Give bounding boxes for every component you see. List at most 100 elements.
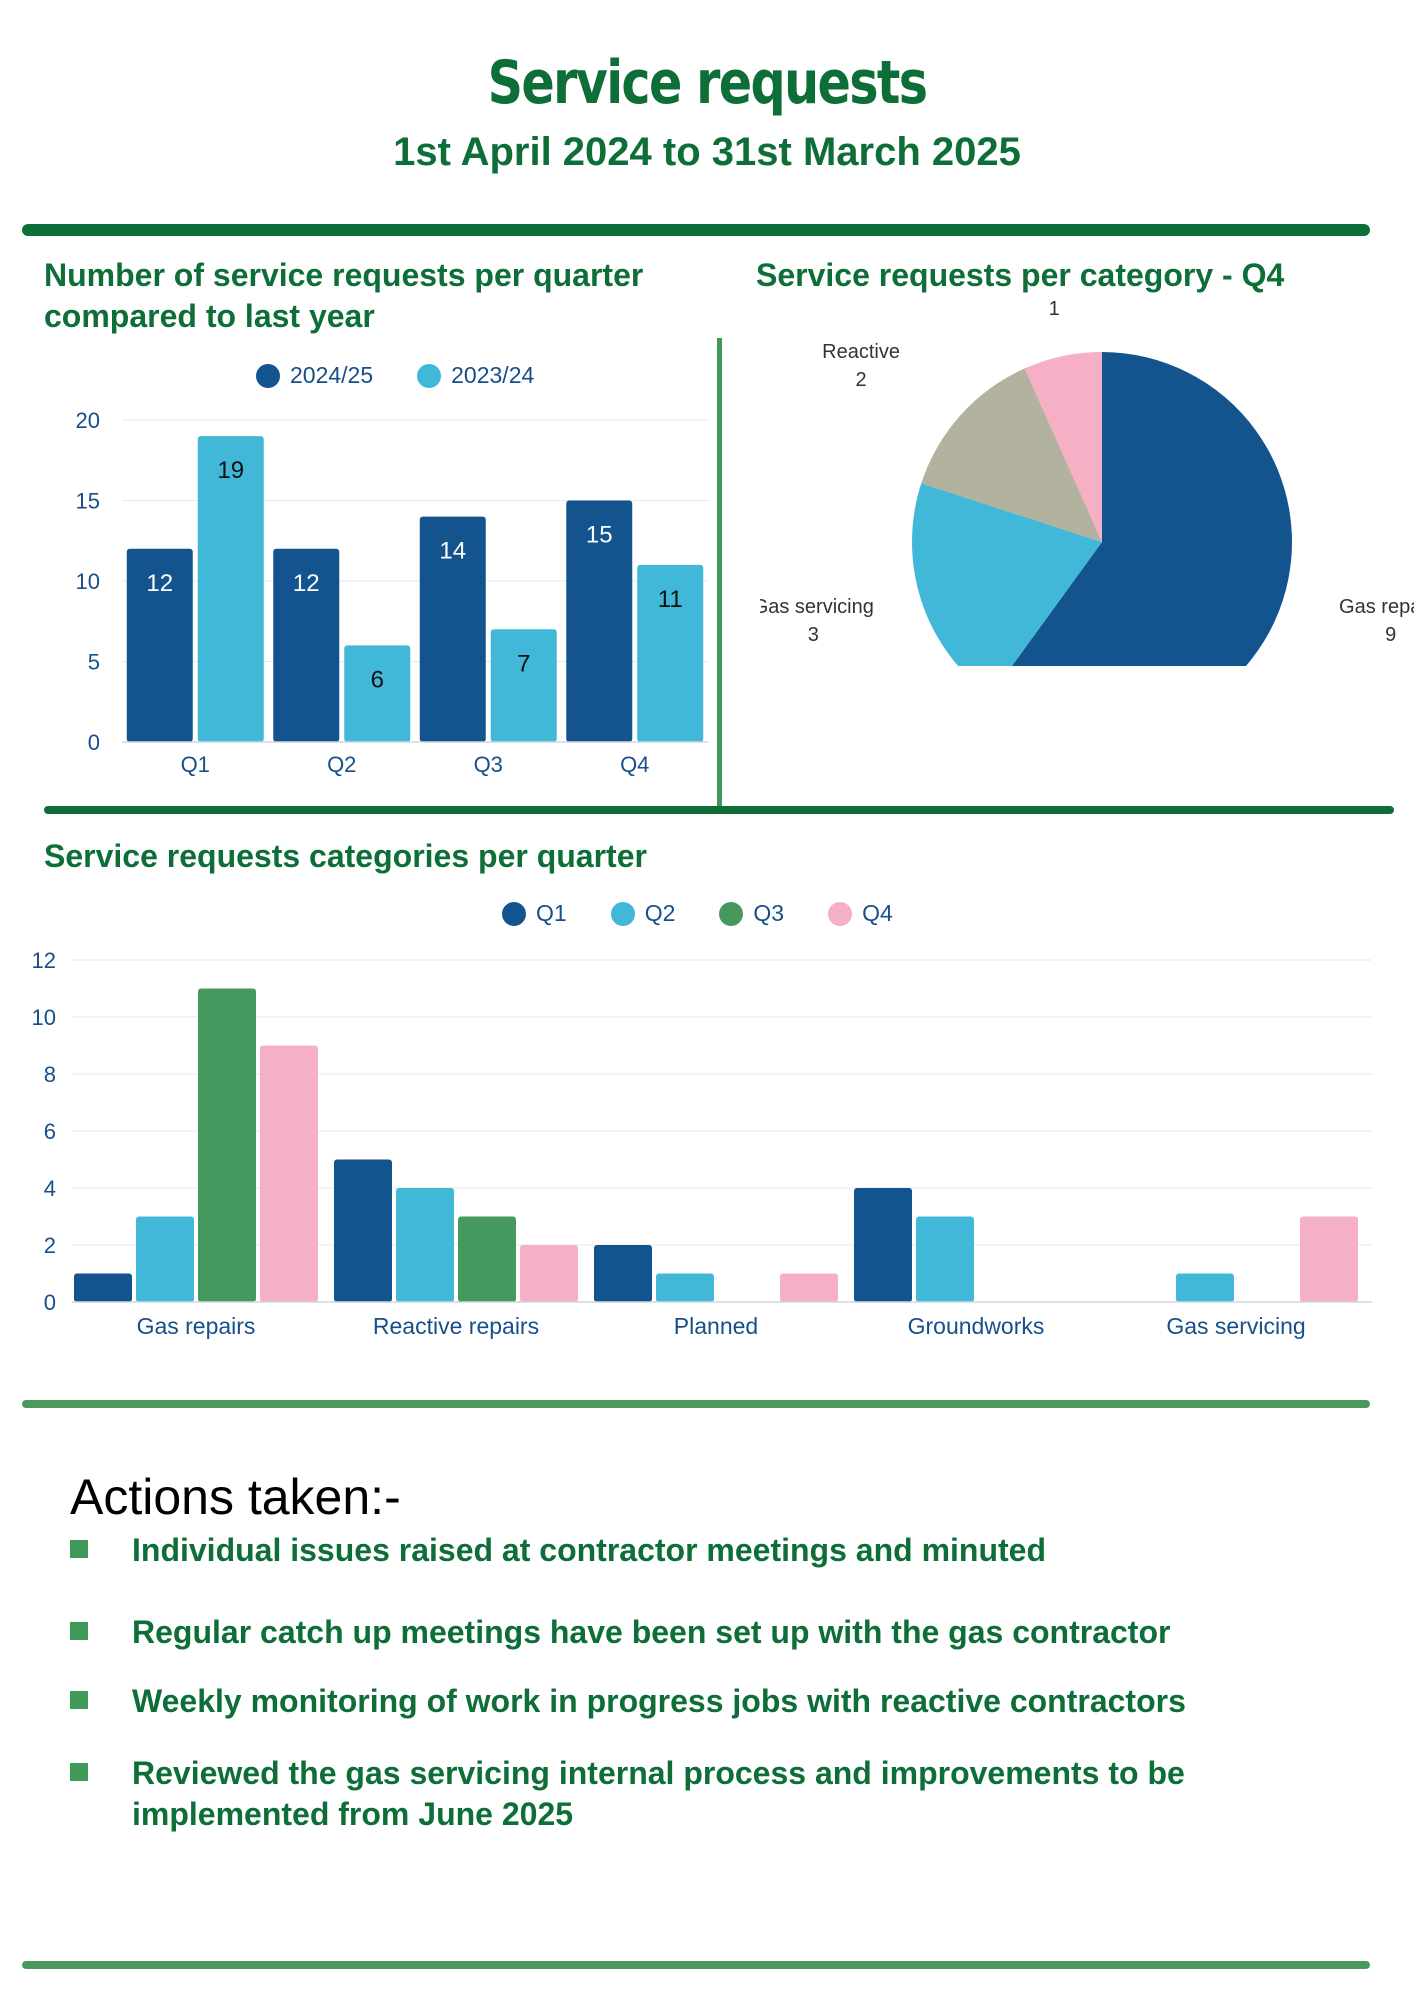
y-tick-label: 10 [32, 1005, 56, 1030]
middle-divider [44, 806, 1394, 814]
y-tick-label: 4 [44, 1176, 56, 1201]
legend-swatch [256, 363, 280, 388]
legend-label: Q3 [753, 900, 785, 926]
bar [854, 1188, 912, 1302]
y-tick-label: 0 [44, 1290, 56, 1315]
bar-data-label: 12 [146, 570, 173, 597]
action-text: Reviewed the gas servicing internal proc… [132, 1755, 1185, 1832]
x-tick-label: Groundworks [908, 1313, 1045, 1339]
action-text: Regular catch up meetings have been set … [132, 1614, 1171, 1650]
x-tick-label: Q3 [474, 752, 503, 777]
bar [490, 629, 557, 742]
bar [126, 548, 193, 742]
legend-swatch [610, 901, 635, 926]
pie-slice-value: 2 [856, 369, 867, 391]
header-divider [22, 224, 1370, 236]
x-tick-label: Planned [674, 1313, 758, 1339]
bar [334, 1159, 392, 1302]
bar [458, 1216, 516, 1302]
bar [198, 988, 256, 1302]
legend-label: 2024/25 [290, 362, 374, 388]
y-tick-label: 6 [44, 1119, 56, 1144]
legend-label: Q1 [536, 900, 567, 926]
legend-item: Q1 [502, 900, 567, 927]
action-item: Weekly monitoring of work in progress jo… [70, 1681, 1370, 1771]
bar [396, 1188, 454, 1302]
y-tick-label: 2 [44, 1233, 56, 1258]
page-title: Service requests [487, 48, 928, 118]
bar [136, 1216, 194, 1302]
square-bullet-icon [70, 1622, 88, 1640]
y-tick-label: 0 [88, 730, 100, 755]
pie-slice-label: Gas repairs [1339, 596, 1414, 618]
bar [566, 500, 633, 742]
action-text: Individual issues raised at contractor m… [132, 1532, 1046, 1568]
bar [273, 548, 340, 742]
bar [916, 1216, 974, 1302]
pie-chart-title: Service requests per category - Q4 [756, 257, 1285, 293]
x-tick-label: Q4 [620, 752, 649, 777]
y-tick-label: 12 [32, 948, 56, 973]
legend-item: 2023/24 [417, 362, 534, 389]
footer-divider [22, 1961, 1370, 1969]
action-item: Individual issues raised at contractor m… [70, 1530, 1370, 1620]
categories-chart-title: Service requests categories per quarter [44, 838, 647, 874]
square-bullet-icon [70, 1540, 88, 1558]
legend-label: Q4 [862, 900, 893, 926]
action-item: Reviewed the gas servicing internal proc… [70, 1753, 1370, 1843]
y-tick-label: 8 [44, 1062, 56, 1087]
legend-swatch [417, 363, 442, 388]
legend-item: Q2 [610, 900, 675, 927]
bar [520, 1245, 578, 1302]
bar [74, 1273, 132, 1302]
legend-swatch [719, 901, 744, 926]
quarterly-chart-legend: 2024/25 2023/24 [256, 362, 578, 389]
y-tick-label: 5 [88, 650, 100, 675]
bar-data-label: 11 [658, 586, 683, 613]
legend-item: 2024/25 [256, 362, 373, 389]
categories-chart-legend: Q1 Q2 Q3 Q4 [502, 900, 937, 927]
bar [419, 516, 486, 742]
pie-slice [1011, 352, 1292, 666]
bar-data-label: 15 [586, 522, 613, 549]
bar [197, 436, 264, 742]
legend-label: 2023/24 [451, 362, 535, 388]
bar [1300, 1216, 1358, 1302]
pie-slice-value: 9 [1385, 624, 1396, 646]
legend-item: Q3 [719, 900, 784, 927]
pie-slice [921, 368, 1102, 542]
action-text: Weekly monitoring of work in progress jo… [132, 1683, 1186, 1719]
pie-slice [1024, 352, 1102, 542]
bar [1176, 1273, 1234, 1302]
bar-data-label: 12 [293, 570, 320, 597]
y-tick-label: 15 [76, 489, 100, 514]
bar-data-label: 6 [371, 666, 384, 693]
x-tick-label: Q1 [181, 752, 210, 777]
q4-category-pie-chart: Gas repairs9Gas servicing3Reactive2Plann… [760, 298, 1414, 666]
page-subtitle: 1st April 2024 to 31st March 2025 [393, 130, 1021, 174]
legend-swatch [502, 901, 526, 926]
pie-slice-value: 3 [808, 624, 819, 646]
legend-item: Q4 [828, 900, 893, 927]
lower-divider [22, 1400, 1370, 1408]
bar [780, 1273, 838, 1302]
y-tick-label: 20 [76, 408, 100, 433]
x-tick-label: Gas servicing [1166, 1313, 1305, 1339]
square-bullet-icon [70, 1763, 88, 1781]
pie-slice-label: Gas servicing [760, 596, 874, 618]
actions-heading: Actions taken:- [70, 1469, 401, 1525]
x-tick-label: Reactive repairs [373, 1313, 539, 1339]
action-item: Regular catch up meetings have been set … [70, 1612, 1370, 1702]
bar [656, 1273, 714, 1302]
bar [344, 645, 411, 742]
bar-data-label: 7 [517, 650, 530, 677]
bar [260, 1045, 318, 1302]
square-bullet-icon [70, 1691, 88, 1709]
bar [637, 564, 704, 742]
bar-data-label: 19 [217, 457, 244, 484]
x-tick-label: Q2 [327, 752, 356, 777]
bar-data-label: 14 [439, 538, 466, 565]
vertical-divider [717, 338, 722, 808]
bar [594, 1245, 652, 1302]
pie-slice-label: Reactive [822, 341, 900, 363]
